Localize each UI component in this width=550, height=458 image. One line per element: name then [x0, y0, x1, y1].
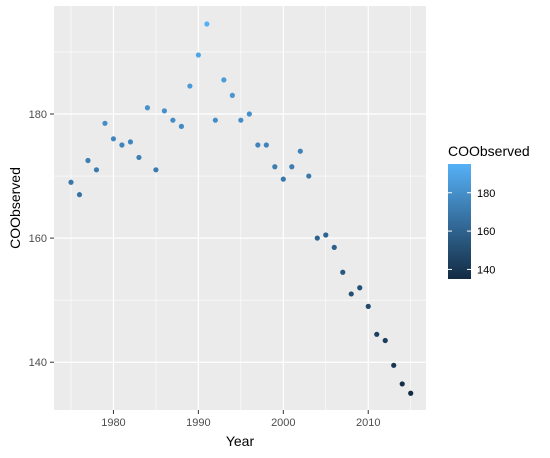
legend-tick-label: 140	[477, 264, 495, 276]
legend: COObserved 140 160 180	[448, 143, 530, 279]
data-point	[136, 154, 142, 161]
data-point	[272, 164, 278, 170]
data-point	[144, 105, 151, 111]
data-point	[221, 77, 227, 83]
data-point	[391, 362, 397, 368]
data-point	[280, 176, 286, 182]
data-point	[289, 164, 295, 170]
y-axis-ticks: 140 160 180	[29, 109, 54, 369]
data-point	[153, 167, 159, 173]
data-point	[399, 381, 405, 387]
data-point	[85, 157, 91, 164]
data-point	[93, 167, 100, 173]
data-point	[204, 21, 210, 27]
y-tick-label: 140	[29, 357, 47, 369]
data-point	[374, 331, 380, 337]
data-point	[331, 244, 337, 251]
plot-panel	[54, 6, 426, 410]
data-point	[68, 179, 74, 185]
data-point	[365, 303, 371, 309]
data-point	[238, 117, 244, 123]
major-grid	[54, 6, 426, 410]
x-tick-label: 1990	[186, 417, 210, 429]
x-tick-label: 2000	[271, 417, 295, 429]
data-point	[348, 291, 354, 297]
data-points	[68, 21, 414, 396]
data-point	[246, 111, 252, 117]
data-point	[170, 117, 176, 123]
legend-colorbar	[448, 164, 471, 279]
data-point	[306, 173, 312, 179]
data-point	[340, 269, 346, 275]
legend-tick-label: 180	[477, 188, 495, 200]
legend-title: COObserved	[448, 143, 530, 159]
data-point	[178, 123, 184, 129]
data-point	[357, 285, 363, 291]
data-point	[297, 148, 303, 154]
minor-grid	[54, 6, 426, 410]
legend-ticks: 140 160 180	[448, 188, 495, 276]
data-point	[187, 83, 193, 89]
x-axis-title: Year	[226, 433, 255, 449]
data-point	[161, 108, 168, 114]
data-point	[314, 235, 320, 241]
data-point	[408, 390, 414, 396]
x-axis-ticks: 1980 1990 2000 2010	[101, 410, 380, 429]
y-tick-label: 180	[29, 109, 47, 121]
y-axis-title: COObserved	[7, 167, 23, 249]
x-tick-label: 1980	[101, 417, 125, 429]
data-point	[119, 142, 125, 148]
data-point	[212, 117, 218, 123]
x-tick-label: 2010	[356, 417, 380, 429]
data-point	[382, 337, 388, 344]
y-tick-label: 160	[29, 233, 47, 245]
data-point	[263, 142, 269, 148]
data-point	[229, 92, 235, 98]
data-point	[102, 120, 108, 126]
data-point	[127, 139, 134, 145]
data-point	[323, 232, 329, 238]
data-point	[110, 136, 117, 142]
legend-tick-label: 160	[477, 226, 495, 238]
data-point	[195, 52, 201, 58]
data-point	[76, 192, 83, 198]
data-point	[255, 142, 261, 148]
